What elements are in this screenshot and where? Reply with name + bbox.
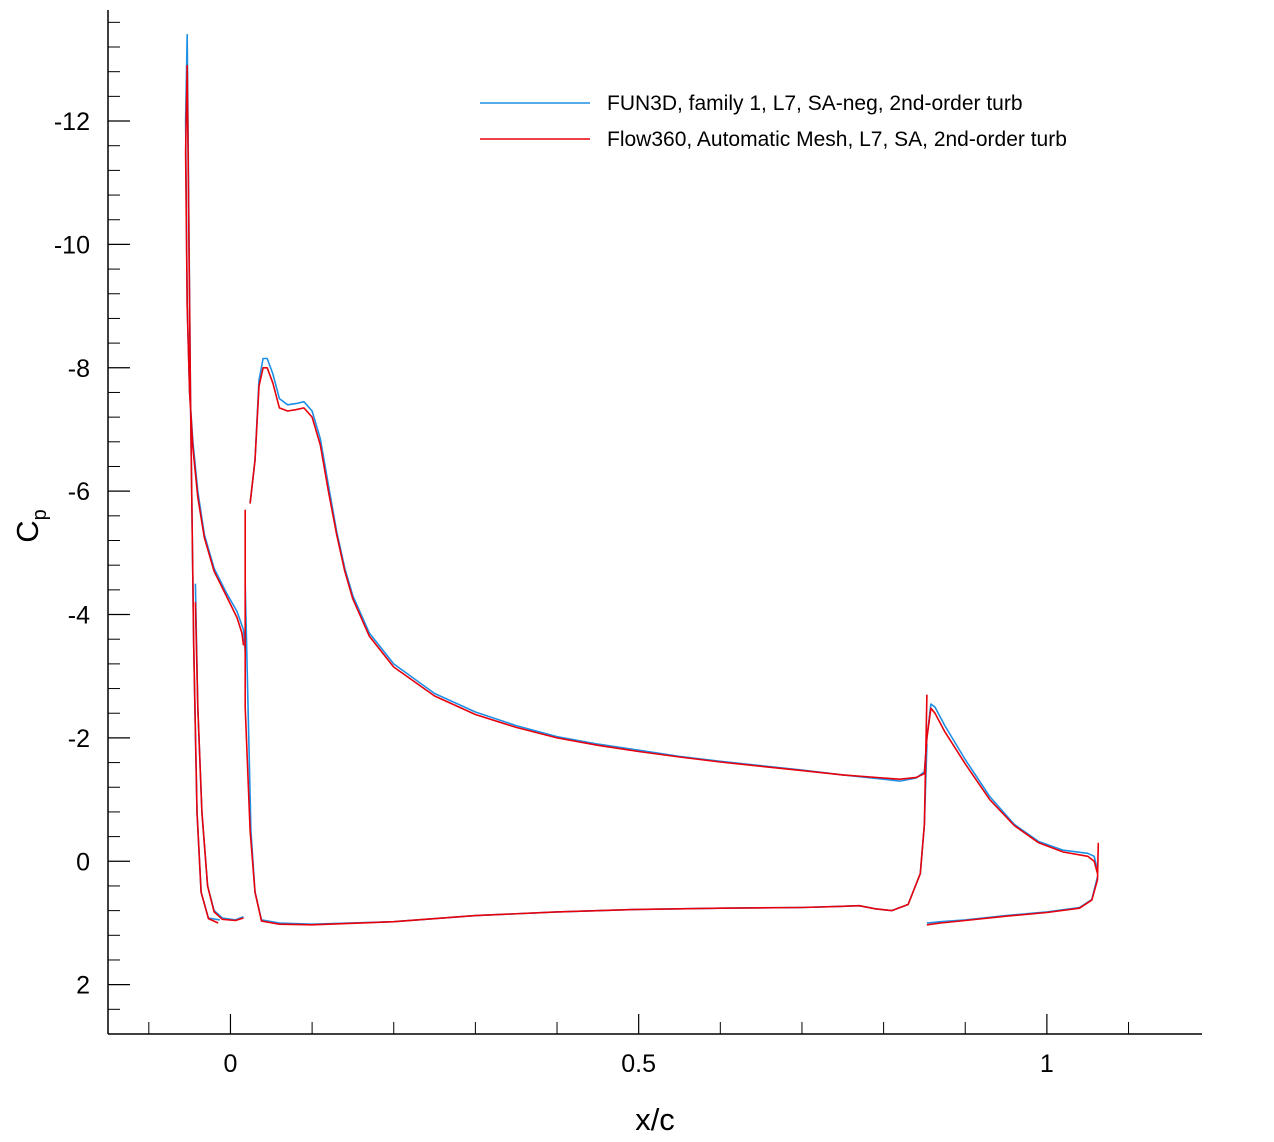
y-tick-label: 0 [76, 848, 90, 876]
x-tick-label: 1 [1040, 1050, 1054, 1078]
series-1-line [244, 583, 928, 925]
series-2-line [194, 602, 244, 922]
y-tick-label: -4 [68, 602, 90, 630]
series-1-line [194, 583, 244, 921]
legend-label-1: FUN3D, family 1, L7, SA-neg, 2nd-order t… [607, 92, 1023, 115]
axes: 0 0.5 1 -12 -10 -8 -6 -4 -2 0 2 [54, 10, 1202, 1078]
y-tick-label: -10 [54, 231, 90, 259]
series-1-line [184, 33, 246, 921]
legend-label-2: Flow360, Automatic Mesh, L7, SA, 2nd-ord… [607, 128, 1067, 151]
y-axis-title: Cp [10, 509, 51, 543]
x-tick-label: 0.5 [621, 1050, 656, 1078]
y-axis-title-subscript: p [29, 509, 51, 520]
y-tick-label: -6 [68, 478, 90, 506]
y-tick-label: -12 [54, 108, 90, 136]
x-tick-label: 0 [224, 1050, 238, 1078]
series-2-line [249, 367, 1099, 874]
series-2-line [926, 842, 1100, 926]
y-axis-title-main: C [10, 520, 45, 542]
y-tick-label: -2 [68, 725, 90, 753]
y-tick-label: 2 [76, 972, 90, 1000]
series-2-line [184, 64, 245, 924]
series-2-line [244, 509, 928, 926]
legend: FUN3D, family 1, L7, SA-neg, 2nd-order t… [480, 92, 1067, 151]
plot-lines [184, 33, 1100, 926]
x-axis-title: x/c [635, 1102, 675, 1137]
series-1-line [249, 357, 1099, 871]
y-tick-label: -8 [68, 355, 90, 383]
